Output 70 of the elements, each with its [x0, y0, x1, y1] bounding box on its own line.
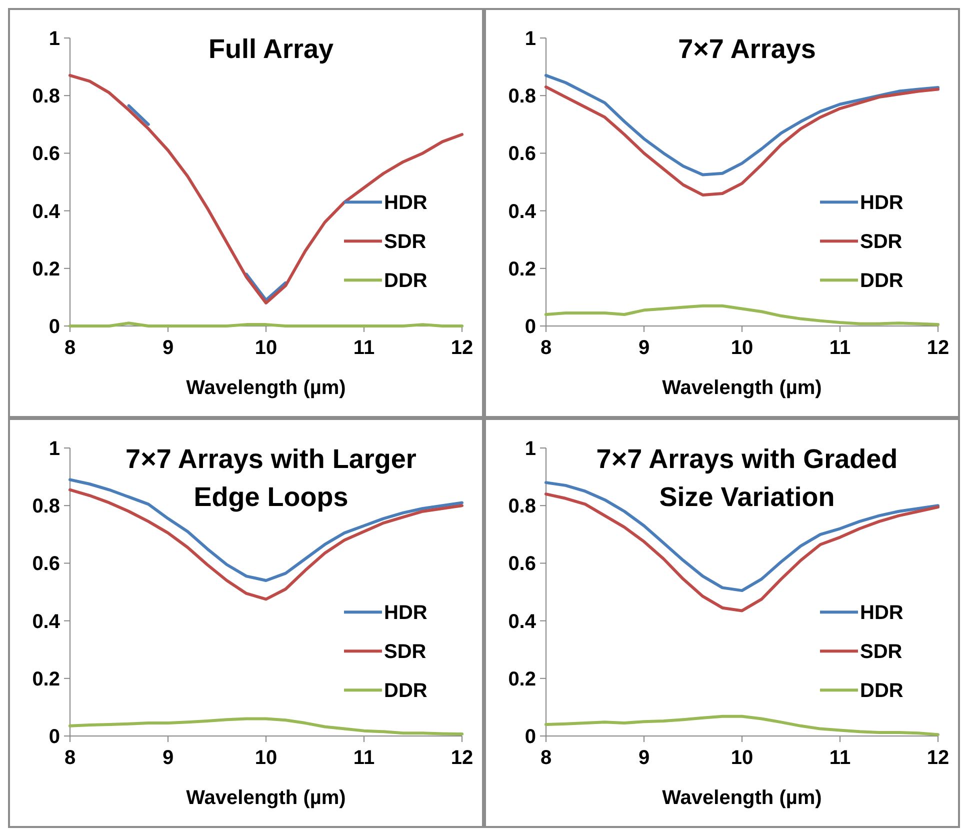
x-tick-label: 10 — [730, 747, 754, 769]
x-tick-label: 9 — [162, 747, 174, 769]
y-tick-label: 0.4 — [508, 200, 537, 223]
y-tick-label: 0.6 — [508, 553, 536, 576]
legend-label: HDR — [384, 192, 428, 214]
legend-label: DDR — [384, 270, 428, 292]
x-tick-label: 11 — [829, 337, 851, 359]
x-tick-label: 11 — [353, 337, 375, 359]
legend-label: DDR — [384, 680, 428, 702]
chart-title: Full Array — [208, 34, 334, 64]
y-tick-label: 0.2 — [32, 258, 60, 280]
legend-label: HDR — [860, 192, 904, 214]
y-tick-label: 0.6 — [32, 553, 60, 576]
x-axis-title: Wavelength (µm) — [186, 377, 346, 399]
legend-label: SDR — [384, 231, 427, 254]
chart-title: 7×7 Arrays — [678, 34, 816, 64]
legend-label: HDR — [384, 602, 428, 624]
legend-label: SDR — [384, 641, 427, 664]
y-tick-label: 0.8 — [508, 86, 536, 108]
x-tick-label: 12 — [926, 337, 950, 359]
line-series — [68, 74, 464, 304]
y-tick-label: 0.4 — [508, 610, 537, 633]
y-tick-label: 0 — [48, 316, 60, 338]
legend-label: HDR — [860, 602, 904, 624]
x-tick-label: 8 — [540, 337, 552, 359]
y-tick-label: 0.2 — [32, 668, 60, 690]
y-tick-label: 0.4 — [32, 200, 61, 223]
x-tick-label: 12 — [926, 747, 950, 769]
text: 7×7 Arrays with Graded Size Variation — [596, 444, 898, 512]
x-tick-label: 12 — [450, 337, 474, 359]
y-tick-label: 0 — [524, 316, 536, 338]
x-tick-label: 9 — [638, 747, 650, 769]
x-tick-label: 11 — [353, 747, 375, 769]
legend-label: SDR — [860, 641, 903, 664]
x-tick-label: 8 — [64, 337, 76, 359]
y-tick-label: 0 — [524, 726, 536, 748]
line-series — [68, 488, 464, 601]
x-tick-label: 10 — [254, 337, 278, 359]
x-tick-label: 10 — [254, 747, 278, 769]
y-tick-label: 1 — [524, 438, 536, 460]
legend-label: DDR — [860, 680, 904, 702]
y-tick-label: 0.6 — [32, 143, 60, 166]
legend-label: SDR — [860, 231, 903, 254]
line-series — [544, 74, 940, 176]
x-tick-label: 12 — [450, 747, 474, 769]
y-tick-label: 1 — [48, 438, 60, 460]
x-tick-label: 11 — [829, 747, 851, 769]
x-axis-title: Wavelength (µm) — [662, 787, 822, 809]
y-tick-label: 0.2 — [508, 668, 536, 690]
x-tick-label: 8 — [540, 747, 552, 769]
text: 7×7 Arrays with Larger Edge Loops — [126, 444, 417, 512]
y-tick-label: 1 — [48, 28, 60, 50]
x-tick-label: 8 — [64, 747, 76, 769]
line-series — [68, 478, 464, 582]
x-tick-label: 9 — [162, 337, 174, 359]
x-tick-label: 9 — [638, 337, 650, 359]
line-series — [544, 481, 940, 592]
legend-label: DDR — [860, 270, 904, 292]
x-axis-title: Wavelength (µm) — [186, 787, 346, 809]
x-tick-label: 10 — [730, 337, 754, 359]
y-tick-label: 0 — [48, 726, 60, 748]
y-tick-label: 0.6 — [508, 143, 536, 166]
y-tick-label: 0.8 — [32, 496, 60, 518]
y-tick-label: 0.2 — [508, 258, 536, 280]
y-tick-label: 0.4 — [32, 610, 61, 633]
line-series — [544, 85, 940, 196]
x-axis-title: Wavelength (µm) — [662, 377, 822, 399]
y-tick-label: 1 — [524, 28, 536, 50]
y-tick-label: 0.8 — [32, 86, 60, 108]
y-tick-label: 0.8 — [508, 496, 536, 518]
